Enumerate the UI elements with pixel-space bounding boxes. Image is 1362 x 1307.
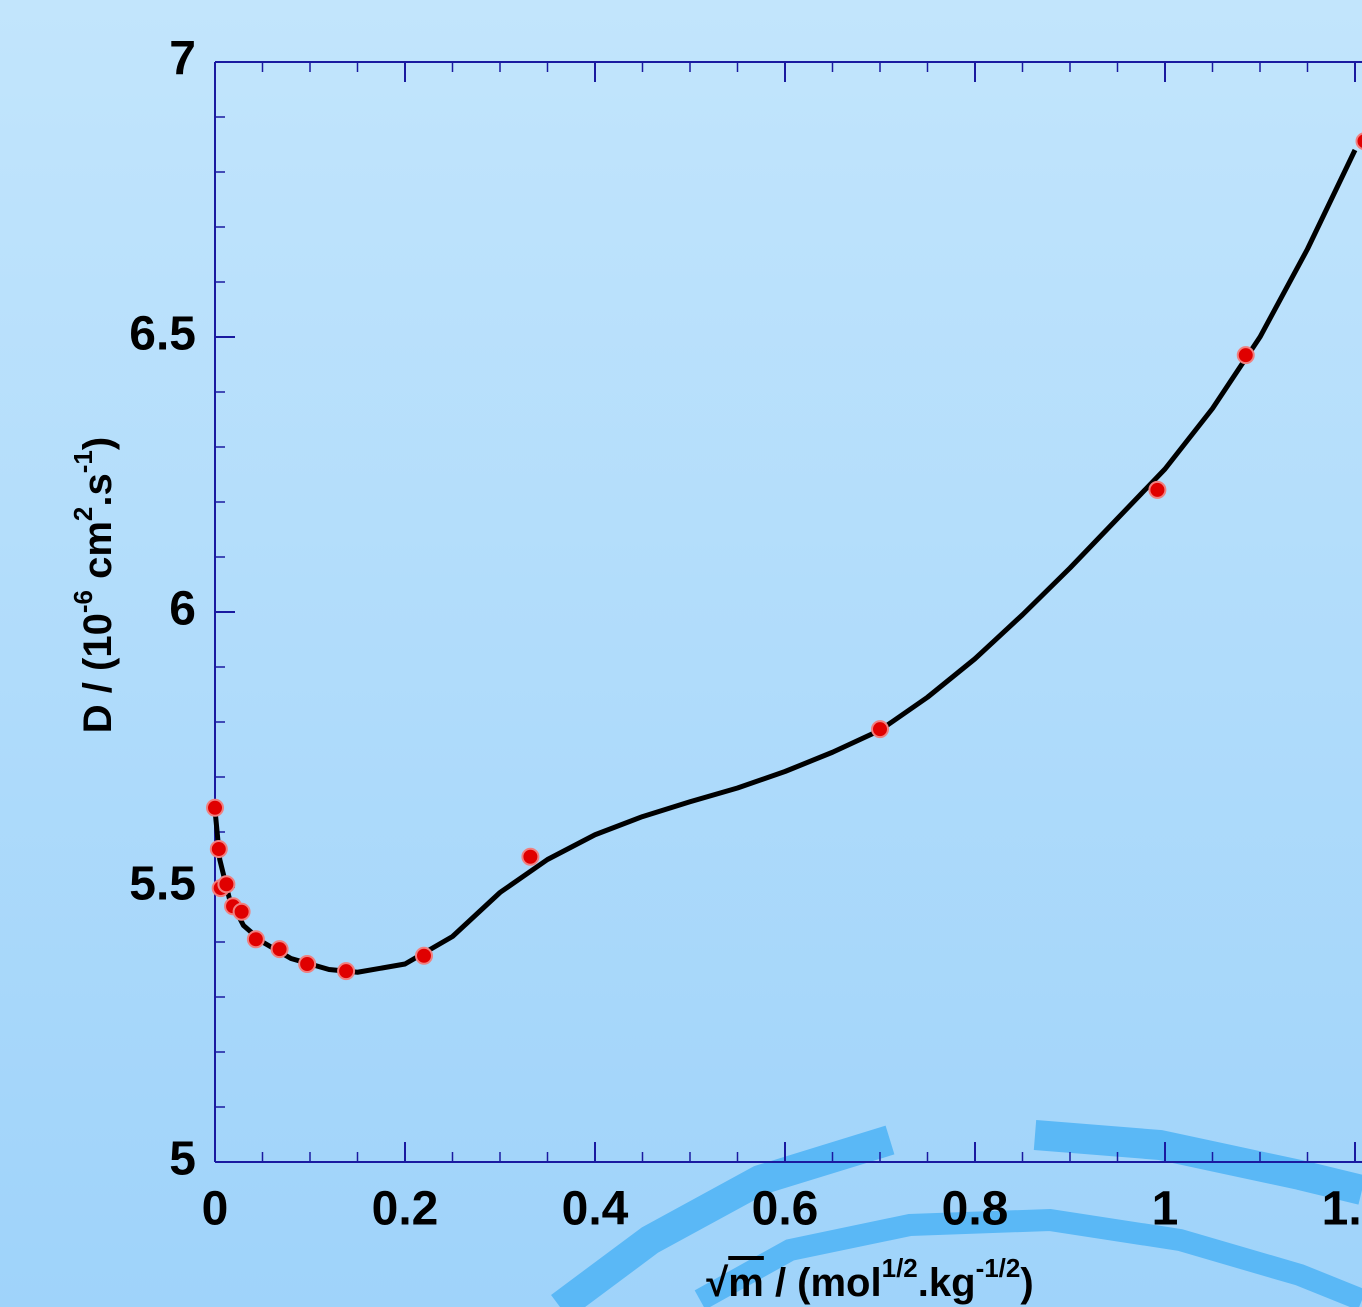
x-tick-label: 1 [1152,1183,1179,1236]
ylabel-part: cm [76,521,120,590]
xlabel-part: m [728,1261,764,1305]
y-tick-label: 6.5 [129,308,196,361]
x-tick-label: 0 [202,1183,229,1236]
data-point [522,849,538,865]
y-tick-label: 5.5 [129,858,196,911]
xlabel-part: √ [706,1261,729,1305]
ylabel-part: 2 [68,507,98,521]
x-tick-label: 0.2 [372,1183,439,1236]
data-point [234,904,250,920]
ylabel-part: -1 [68,450,98,473]
data-point [299,956,315,972]
data-point [1238,347,1254,363]
x-tick-label: 0.4 [562,1183,629,1236]
y-tick-label: 7 [169,33,196,86]
data-point [1149,482,1165,498]
data-point [338,963,354,979]
page: {"chart_data": {"type": "scatter", "xlab… [0,0,1362,1307]
background [0,0,1362,1307]
y-tick-label: 5 [169,1133,196,1186]
chart: √m / (mol1/2.kg-1/2) D / (10-6 cm2.s-1) … [0,0,1362,1307]
ylabel-part: ) [76,437,120,450]
data-point [207,800,223,816]
data-point [272,941,288,957]
data-point [416,948,432,964]
xlabel-part: 1/2 [882,1253,918,1283]
xlabel-part: ) [1020,1261,1033,1305]
data-point [211,841,227,857]
ylabel-part: .s [76,473,120,506]
ylabel-part: -6 [68,590,98,613]
x-tick-label: 0.6 [752,1183,819,1236]
xlabel-part: -1/2 [976,1253,1021,1283]
data-point [218,876,234,892]
data-point [248,931,264,947]
xlabel-part: .kg [918,1261,976,1305]
y-axis-label: D / (10-6 cm2.s-1) [68,437,120,733]
x-tick-label: 1.2 [1322,1183,1362,1236]
data-point [872,721,888,737]
y-tick-label: 6 [169,583,196,636]
x-tick-label: 0.8 [942,1183,1009,1236]
xlabel-part: / (mol [764,1261,882,1305]
ylabel-part: D / (10 [76,613,120,733]
